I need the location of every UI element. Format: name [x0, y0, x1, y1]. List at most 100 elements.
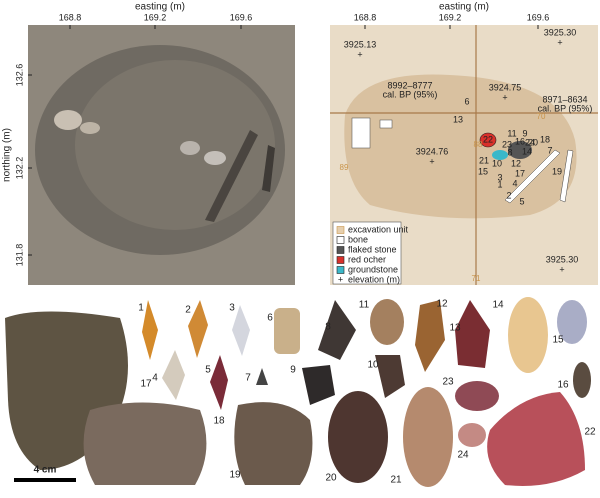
groundstone-symbol	[492, 150, 508, 160]
artifact-label: 15	[552, 335, 564, 346]
legend-label: bone	[348, 234, 368, 244]
elevation-marker: +	[559, 264, 564, 274]
legend-marker: +	[338, 274, 343, 284]
artifact-number: 22	[483, 134, 493, 144]
artifact-number: 7	[547, 145, 552, 155]
artifact	[234, 402, 313, 485]
bone-symbol	[504, 149, 561, 204]
elevation-marker: +	[429, 156, 434, 166]
artifact	[573, 362, 591, 398]
elevation-marker: +	[357, 49, 362, 59]
artifact-number: 12	[511, 158, 521, 168]
bone-symbol	[351, 117, 371, 149]
artifact-label: 19	[229, 470, 241, 481]
artifact	[232, 305, 250, 356]
artifact	[508, 297, 548, 373]
unit-label: 71	[472, 274, 481, 283]
artifact	[455, 381, 499, 411]
stone	[204, 151, 226, 165]
artifact-label: 17	[140, 379, 152, 390]
artifact-number: 17	[515, 168, 525, 178]
unit-label: 89	[340, 163, 349, 172]
artifact-label: 5	[205, 365, 211, 376]
artifact	[415, 300, 445, 372]
x-tick-label: 168.8	[59, 12, 82, 22]
artifact-label: 10	[367, 360, 379, 371]
artifact	[142, 300, 158, 360]
legend-label: excavation unit	[348, 224, 409, 234]
x-tick-label: 168.8	[354, 12, 377, 22]
artifact-label: 12	[436, 299, 448, 310]
legend	[332, 221, 402, 285]
artifact-label: 22	[584, 427, 596, 438]
elevation-label: 3925.30	[544, 27, 577, 37]
artifact-number: 8	[507, 147, 512, 157]
artifact-number: 23	[502, 139, 512, 149]
artifact-number: 6	[464, 96, 469, 106]
legend-label: elevation (m)	[348, 274, 400, 284]
artifact-number: 3	[497, 172, 502, 182]
artifact-number: 16	[515, 136, 525, 146]
elevation-label: 3924.76	[416, 146, 449, 156]
axis-title: easting (m)	[135, 2, 185, 13]
elevation-label: 3925.13	[344, 39, 377, 49]
scale-label: 4 cm	[34, 465, 57, 476]
y-tick-label: 132.2	[14, 157, 24, 180]
elevation-label: 3924.75	[489, 82, 522, 92]
artifact	[370, 299, 404, 345]
stone-slab	[262, 145, 275, 192]
artifact	[328, 391, 388, 483]
artifact-number: 5	[519, 196, 524, 206]
y-tick-label: 132.6	[14, 64, 24, 87]
artifact-number: 1	[497, 179, 502, 189]
artifact-label: 7	[245, 373, 251, 384]
artifact-label: 9	[290, 365, 296, 376]
stone	[180, 141, 200, 155]
artifact-label: 1	[138, 303, 144, 314]
date-label: cal. BP (95%)	[383, 89, 438, 99]
x-tick-label: 169.6	[230, 12, 253, 22]
artifact-label: 21	[390, 475, 402, 486]
legend-label: groundstone	[348, 264, 398, 274]
legend-swatch	[336, 246, 345, 254]
artifact-label: 14	[492, 300, 504, 311]
legend-swatch	[336, 256, 345, 264]
artifact-label: 24	[457, 450, 469, 461]
artifact-label: 3	[229, 303, 235, 314]
artifact	[188, 300, 208, 358]
artifact-number: 11	[507, 128, 516, 138]
artifact-number: 10	[492, 158, 502, 168]
artifact-number: 14	[522, 146, 532, 156]
artifact-label: 6	[267, 313, 273, 324]
elevation-marker: +	[502, 92, 507, 102]
artifact	[487, 392, 585, 486]
artifact-label: 18	[213, 416, 225, 427]
date-label: 8971–8634	[542, 94, 587, 104]
x-tick-label: 169.2	[439, 12, 462, 22]
artifact	[83, 402, 207, 485]
artifact	[274, 308, 300, 354]
artifact	[455, 300, 490, 368]
artifact-label: 4	[152, 373, 158, 384]
legend-label: red ocher	[348, 254, 386, 264]
bone-symbol	[379, 119, 393, 129]
y-tick-label: 131.8	[14, 244, 24, 267]
artifact-label: 16	[557, 380, 569, 391]
pit-outline	[344, 74, 577, 219]
elevation-marker: +	[557, 37, 562, 47]
artifact-number: 24	[525, 137, 535, 147]
stone-slab	[205, 130, 258, 222]
artifact-number: 15	[478, 166, 488, 176]
elevation-label: 3925.30	[546, 254, 579, 264]
artifact-label: 13	[449, 323, 461, 334]
flaked-stone-symbol	[508, 141, 532, 159]
artifact-number: 9	[522, 128, 527, 138]
artifact	[403, 387, 453, 487]
artifact-label: 8	[325, 322, 331, 333]
legend-swatch	[336, 236, 345, 244]
bone	[80, 122, 100, 134]
date-label: cal. BP (95%)	[538, 103, 593, 113]
ocher-symbol	[479, 132, 497, 148]
artifact	[458, 423, 486, 447]
